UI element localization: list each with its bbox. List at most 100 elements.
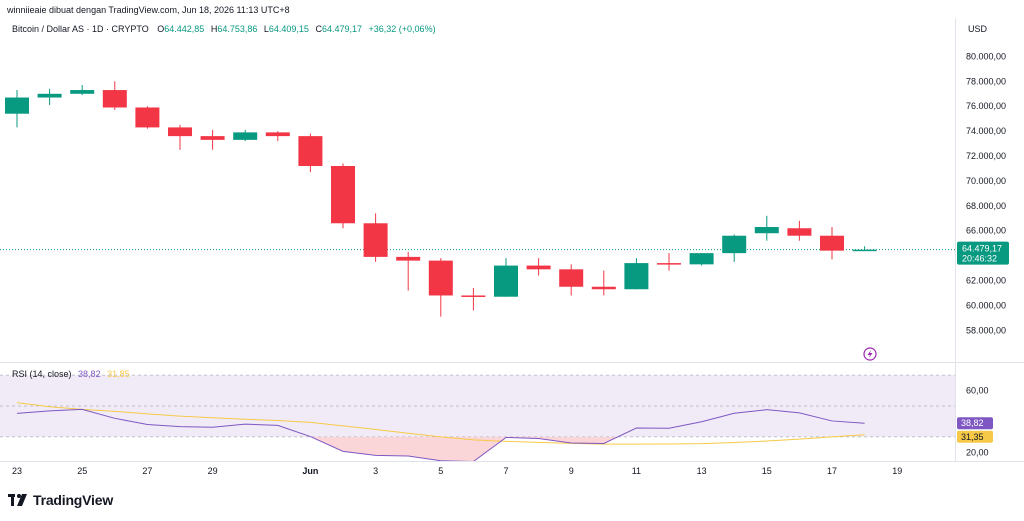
change-value: +36,32 (+0,06%) bbox=[368, 24, 436, 34]
candle-body bbox=[168, 127, 192, 137]
time-tick-label: 15 bbox=[762, 466, 772, 476]
rsi-legend-value: 38,82 bbox=[78, 369, 101, 379]
tradingview-logo-icon bbox=[8, 494, 27, 506]
candle-body bbox=[461, 295, 486, 297]
candle bbox=[265, 131, 290, 142]
candle-body bbox=[200, 136, 225, 140]
candle-body bbox=[70, 90, 95, 94]
rsi-oversold-fill bbox=[311, 436, 618, 462]
close-label: C bbox=[315, 24, 322, 34]
price-tick-label: 66.000,00 bbox=[966, 226, 1006, 236]
candle bbox=[396, 251, 421, 291]
price-tick-label: 80.000,00 bbox=[966, 51, 1006, 61]
time-tick-label: 13 bbox=[697, 466, 707, 476]
rsi-label[interactable]: RSI (14, close) bbox=[12, 369, 72, 379]
rsi-ma-value-tag-text: 31,35 bbox=[961, 432, 984, 442]
low-value: 64.409,15 bbox=[268, 24, 309, 34]
candle bbox=[494, 258, 518, 297]
low-label: L bbox=[263, 24, 269, 34]
candle bbox=[70, 85, 95, 96]
rsi-value-tag: 38,82 bbox=[957, 417, 993, 430]
candle-body bbox=[363, 223, 388, 257]
candle-body bbox=[657, 263, 681, 265]
lightning-icon[interactable] bbox=[863, 347, 877, 361]
candle bbox=[657, 253, 681, 271]
candle-body bbox=[689, 253, 714, 265]
candle-body bbox=[722, 235, 747, 254]
price-tick-label: 78.000,00 bbox=[966, 76, 1006, 86]
rsi-ma-legend-value: 31,85 bbox=[107, 369, 130, 379]
rsi-value-tag-bg bbox=[957, 417, 993, 430]
candle bbox=[363, 213, 388, 262]
watermark-text: winniieaie dibuat dengan TradingView.com… bbox=[7, 5, 290, 15]
candle-body bbox=[820, 235, 844, 251]
rsi-tick-label: 20,00 bbox=[966, 447, 989, 457]
time-tick-label: 19 bbox=[892, 466, 902, 476]
candle bbox=[559, 264, 584, 296]
price-tick-label: 60.000,00 bbox=[966, 300, 1006, 310]
price-tick-label: 72.000,00 bbox=[966, 151, 1006, 161]
candle bbox=[428, 258, 453, 317]
candle-body bbox=[396, 256, 421, 261]
candle bbox=[37, 88, 62, 105]
candle bbox=[591, 270, 616, 296]
candle-body bbox=[624, 263, 649, 290]
logo-text: TradingView bbox=[33, 492, 114, 508]
time-tick-label: 17 bbox=[827, 466, 837, 476]
time-tick-label: 29 bbox=[208, 466, 218, 476]
candle-body bbox=[526, 265, 551, 270]
candle bbox=[722, 234, 747, 262]
candle bbox=[135, 106, 160, 129]
candle-body bbox=[265, 132, 290, 137]
price-tick-label: 62.000,00 bbox=[966, 276, 1006, 286]
candle-body bbox=[494, 265, 518, 297]
candle-body bbox=[102, 90, 127, 108]
candle bbox=[461, 288, 486, 311]
rsi-pane[interactable]: 60,00 20,00 38,82 31,35 bbox=[0, 374, 993, 463]
close-value: 64.479,17 bbox=[321, 24, 362, 34]
rsi-ma-line bbox=[16, 402, 865, 445]
candle bbox=[298, 133, 323, 173]
price-tick-label: 74.000,00 bbox=[966, 126, 1006, 136]
candle bbox=[233, 129, 258, 142]
price-pane[interactable]: 80.000,00 78.000,00 76.000,00 74.000,00 72.0… bbox=[0, 18, 1024, 462]
last-price-value: 64.479,17 bbox=[962, 244, 1002, 254]
time-tick-label: 25 bbox=[77, 466, 87, 476]
candle-body bbox=[787, 228, 812, 236]
ohlc-legend: Bitcoin / Dollar AS · 1D · CRYPTO O64.44… bbox=[12, 24, 440, 34]
candle bbox=[102, 81, 127, 110]
time-tick-label: 3 bbox=[373, 466, 378, 476]
time-tick-label: 7 bbox=[503, 466, 508, 476]
candle bbox=[168, 124, 192, 150]
open-label: O bbox=[157, 24, 165, 34]
candle bbox=[331, 163, 355, 229]
symbol-name[interactable]: Bitcoin / Dollar AS · 1D · CRYPTO bbox=[12, 24, 149, 34]
candle bbox=[5, 90, 29, 128]
candle-body bbox=[852, 249, 877, 252]
candle-body bbox=[331, 166, 355, 224]
rsi-ma-value-tag: 31,35 bbox=[957, 430, 993, 443]
candle bbox=[852, 246, 877, 252]
candle bbox=[624, 258, 649, 290]
time-tick-label: 27 bbox=[142, 466, 152, 476]
candle-body bbox=[428, 260, 453, 296]
time-axis[interactable]: 23 25 27 29 Jun 3 5 7 9 11 13 15 17 19 bbox=[0, 461, 1024, 477]
candle bbox=[820, 227, 844, 260]
rsi-ma-value-tag-bg bbox=[957, 430, 993, 443]
candle bbox=[754, 215, 779, 241]
candle-body bbox=[298, 136, 323, 166]
time-tick-label: 9 bbox=[569, 466, 574, 476]
rsi-line bbox=[16, 408, 865, 463]
time-tick-label: 23 bbox=[12, 466, 22, 476]
currency-label[interactable]: USD bbox=[968, 24, 988, 34]
candle bbox=[200, 129, 225, 150]
tradingview-logo[interactable]: TradingView bbox=[8, 492, 113, 508]
price-tick-label: 58.000,00 bbox=[966, 325, 1006, 335]
rsi-band bbox=[0, 375, 955, 437]
candle-body bbox=[233, 132, 258, 140]
time-tick-label: Jun bbox=[302, 466, 318, 476]
high-label: H bbox=[210, 24, 218, 34]
candle-body bbox=[559, 269, 584, 287]
